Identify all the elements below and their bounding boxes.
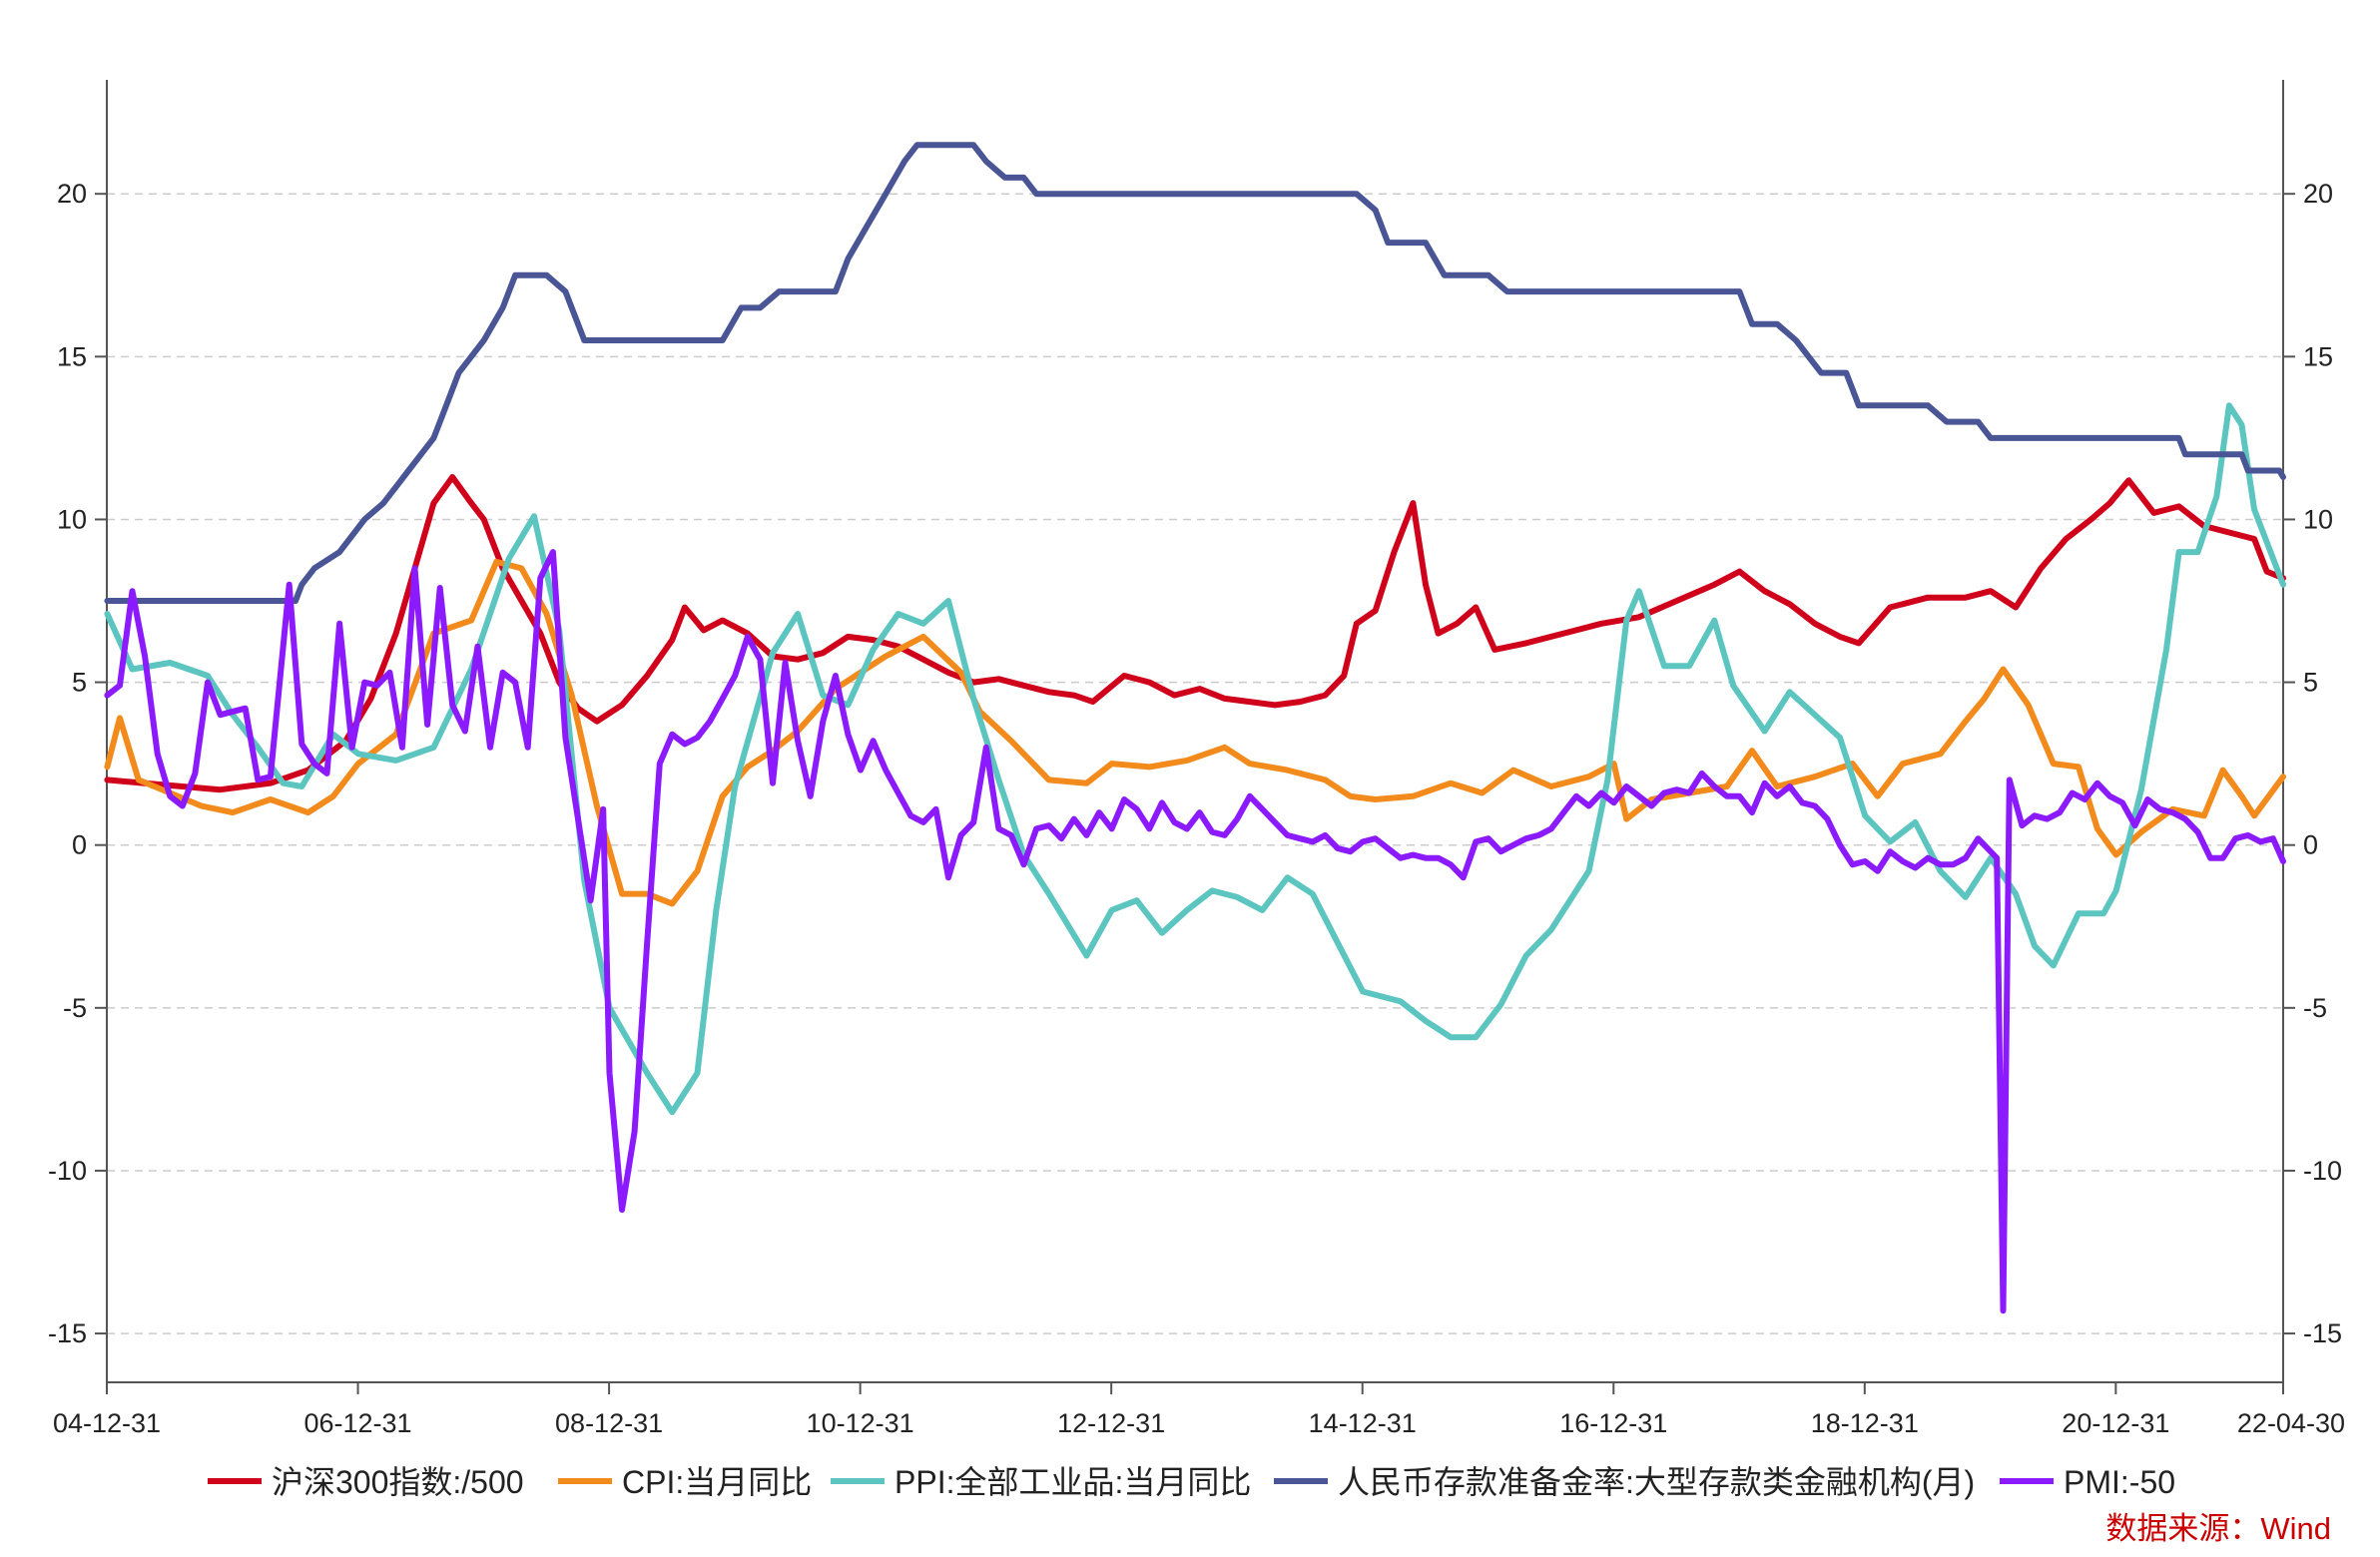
x-tick-label: 12-12-31 [1057, 1408, 1165, 1438]
series-line-ppi [104, 402, 2286, 1116]
x-tick-label: 04-12-31 [53, 1408, 161, 1438]
y-tick-label-right: 10 [2303, 504, 2333, 534]
legend-item-rrr[interactable]: 人民币存款准备金率:大型存款类金融机构(月) [1274, 1464, 1975, 1500]
tick-labels: -15 -15 -10 -10 -5 -5 0 0 5 5 10 10 15 15 20 20 04-12-31… [48, 179, 2345, 1438]
y-tick-label-left: -5 [63, 993, 87, 1023]
x-tick-label: 22-04-30 [2237, 1408, 2345, 1438]
y-tick-label-right: -10 [2303, 1156, 2342, 1186]
series-line-csi300 [104, 474, 2286, 793]
y-tick-label-right: -5 [2303, 993, 2327, 1023]
y-tick-label-left: 20 [57, 179, 87, 209]
x-tick-label: 08-12-31 [555, 1408, 663, 1438]
gridlines [107, 193, 2283, 1334]
legend-label-pmi: PMI:-50 [2064, 1464, 2175, 1500]
series-lines [104, 142, 2286, 1314]
legend: 沪深300指数:/500 CPI:当月同比 PPI:全部工业品:当月同比 人民币… [208, 1464, 2175, 1500]
y-tick-label-right: 5 [2303, 668, 2318, 698]
series-line-rrr [104, 142, 2286, 604]
legend-label-ppi: PPI:全部工业品:当月同比 [894, 1464, 1251, 1500]
series-line-pmi [104, 549, 2286, 1314]
legend-item-ppi[interactable]: PPI:全部工业品:当月同比 [831, 1464, 1251, 1500]
legend-label-cpi: CPI:当月同比 [622, 1464, 812, 1500]
axes [106, 80, 2284, 1383]
legend-item-csi300[interactable]: 沪深300指数:/500 [208, 1464, 524, 1500]
x-tick-label: 06-12-31 [303, 1408, 411, 1438]
series-line-cpi [104, 558, 2286, 907]
y-tick-label-left: -15 [48, 1318, 87, 1348]
source-note: 数据来源：Wind [2105, 1511, 2331, 1546]
x-tick-label: 10-12-31 [807, 1408, 914, 1438]
x-tick-label: 16-12-31 [1559, 1408, 1667, 1438]
x-tick-label: 20-12-31 [2062, 1408, 2169, 1438]
y-tick-label-left: -10 [48, 1156, 87, 1186]
legend-label-rrr: 人民币存款准备金率:大型存款类金融机构(月) [1338, 1464, 1975, 1500]
y-tick-label-left: 10 [57, 504, 87, 534]
y-tick-label-right: 20 [2303, 179, 2333, 209]
y-tick-label-right: 0 [2303, 830, 2318, 860]
y-tick-label-left: 5 [72, 668, 87, 698]
legend-item-cpi[interactable]: CPI:当月同比 [558, 1464, 812, 1500]
y-tick-label-left: 0 [72, 830, 87, 860]
y-tick-label-right: 15 [2303, 341, 2333, 371]
y-tick-label-right: -15 [2303, 1318, 2342, 1348]
x-tick-label: 14-12-31 [1309, 1408, 1417, 1438]
legend-label-csi300: 沪深300指数:/500 [272, 1464, 524, 1500]
x-tick-label: 18-12-31 [1811, 1408, 1919, 1438]
legend-item-pmi[interactable]: PMI:-50 [2000, 1464, 2175, 1500]
y-tick-label-left: 15 [57, 341, 87, 371]
